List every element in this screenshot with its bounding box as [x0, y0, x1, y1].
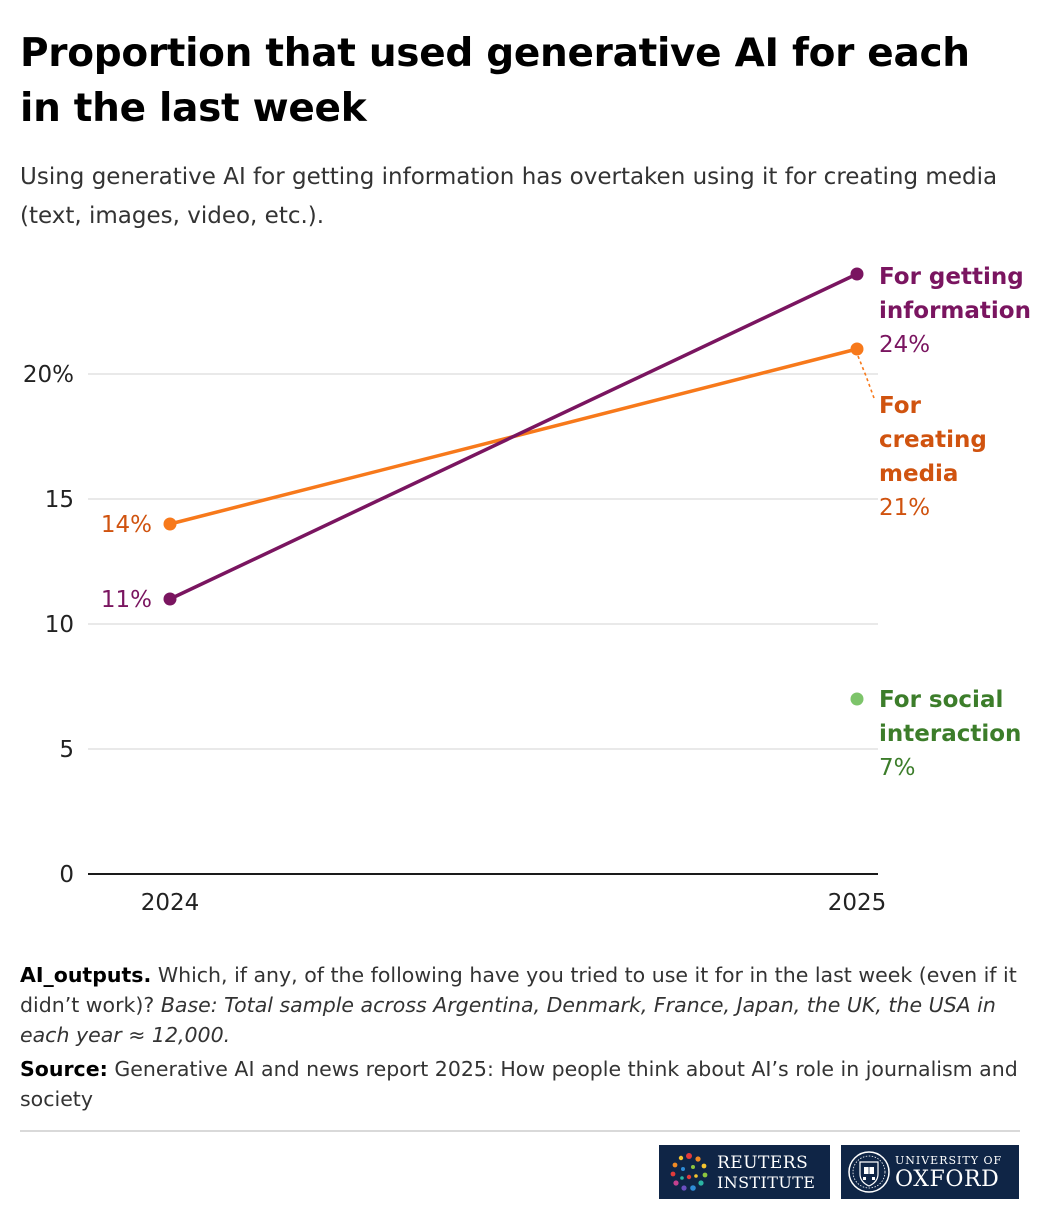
data-point [163, 592, 177, 606]
data-point [850, 692, 864, 706]
footer-divider [20, 1130, 1020, 1132]
reuters-logo-line2: INSTITUTE [717, 1173, 816, 1192]
data-label: 7% [879, 755, 916, 781]
chart-title: Proportion that used generative AI for e… [20, 31, 970, 131]
x-tick-label: 2024 [141, 890, 200, 916]
y-tick-label: 0 [59, 862, 74, 888]
data-label: 24% [879, 332, 930, 358]
university-of-oxford-logo: UNIVERSITY OF OXFORD [841, 1145, 1019, 1199]
question-note: AI_outputs. Which, if any, of the follow… [20, 960, 1025, 1050]
x-tick-label: 2025 [828, 890, 887, 916]
y-tick-label: 5 [59, 737, 74, 763]
series-name-label: information [879, 298, 1031, 324]
series-name-label: media [879, 461, 958, 487]
data-point [163, 517, 177, 531]
reuters-dots-icon [670, 1153, 708, 1191]
source-note: Source: Generative AI and news report 20… [20, 1054, 1025, 1114]
y-tick-label: 10 [45, 612, 74, 638]
oxford-crest-icon [848, 1151, 890, 1193]
series-name-label: For [879, 393, 922, 419]
base-text: Base: Total sample across Argentina, Den… [20, 993, 996, 1047]
data-point [850, 267, 864, 281]
series-name-label: For getting [879, 264, 1024, 290]
series-name-label: creating [879, 427, 987, 453]
question-text: Which, if any, of the following have you… [20, 963, 1017, 1017]
series-name-label: interaction [879, 721, 1021, 747]
y-tick-label: 20% [23, 362, 74, 388]
source-text: Generative AI and news report 2025: How … [20, 1057, 1018, 1111]
source-label: Source: [20, 1057, 108, 1081]
oxford-logo-line2: OXFORD [895, 1167, 1000, 1192]
line-chart: 0 5 10 15 20% 2024 2025 11% 14% For getting inform… [23, 264, 1031, 916]
question-label: AI_outputs. [20, 963, 152, 987]
series-line [168, 272, 859, 601]
chart-notes: AI_outputs. Which, if any, of the follow… [20, 960, 1025, 1114]
data-label: 14% [101, 512, 152, 538]
data-label: 11% [101, 587, 152, 613]
chart-subtitle: Using generative AI for getting informat… [20, 164, 998, 229]
leader-line [857, 355, 875, 399]
reuters-institute-logo: REUTERS INSTITUTE [659, 1145, 830, 1199]
data-point [850, 342, 864, 356]
y-tick-label: 15 [45, 487, 74, 513]
oxford-logo-line1: UNIVERSITY OF [895, 1154, 1003, 1167]
series-name-label: For social [879, 687, 1003, 713]
data-label: 21% [879, 495, 930, 521]
reuters-logo-line1: REUTERS [717, 1153, 809, 1173]
